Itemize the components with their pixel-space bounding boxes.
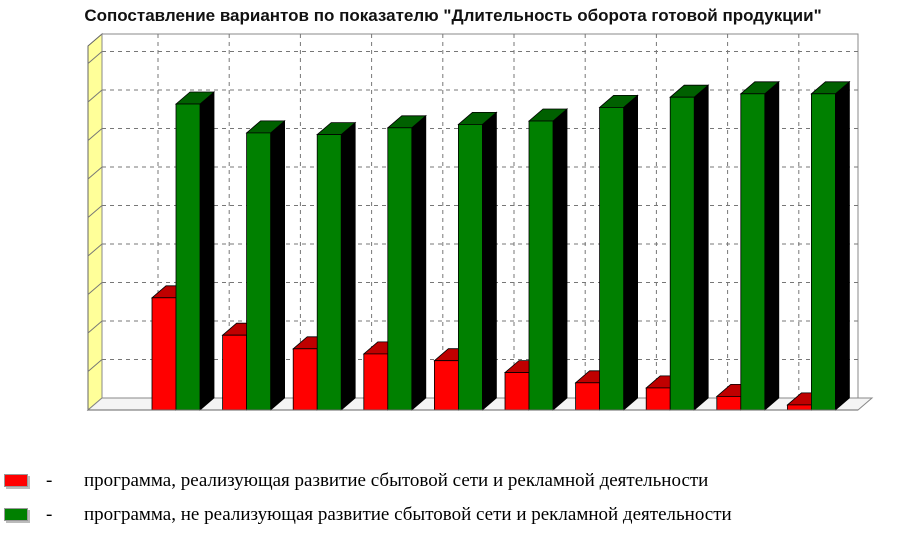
bar-1-0 (175, 103, 201, 411)
bar-side-1-6 (623, 94, 638, 411)
grid-line-side (87, 320, 103, 334)
bar-0-8 (716, 395, 742, 411)
bar-1-3 (387, 127, 413, 411)
bar-side-1-7 (693, 84, 709, 411)
legend-item-red: - программа, реализующая развитие сбытов… (0, 470, 906, 496)
bar-0-0 (151, 297, 177, 411)
legend-item-green: - программа, не реализующая развитие сбы… (0, 504, 906, 530)
chart-side-wall (87, 32, 103, 412)
grid-line-side (87, 51, 103, 64)
bar-0-4 (433, 360, 459, 411)
legend-dash: - (46, 504, 53, 525)
bar-1-4 (457, 124, 483, 411)
bar-1-2 (316, 134, 342, 411)
bar-1-5 (528, 120, 554, 411)
bar-0-5 (504, 372, 530, 411)
grid-line-side (87, 243, 103, 257)
bar-0-3 (363, 353, 389, 411)
bar-0-9 (787, 404, 812, 411)
grid-line-side (87, 282, 103, 295)
legend-label: программа, не реализующая развитие сбыто… (84, 504, 732, 525)
bar-side-1-1 (270, 120, 286, 411)
chart-title: Сопоставление вариантов по показателю "Д… (84, 6, 822, 25)
legend-swatch-green (4, 508, 28, 521)
grid-line-side (87, 359, 103, 372)
bar-1-7 (669, 96, 695, 411)
bar-0-7 (645, 387, 671, 411)
bar-side-1-8 (764, 80, 780, 411)
legend-label: программа, реализующая развитие сбытовой… (84, 470, 709, 491)
legend-swatch-red (4, 474, 28, 487)
bar-side-1-9 (835, 80, 850, 411)
legend-dash: - (46, 470, 53, 491)
bar-1-8 (740, 93, 766, 411)
grid-line-side (87, 89, 103, 103)
bar-side-1-3 (411, 114, 427, 411)
bar-0-1 (222, 334, 248, 411)
grid-line-side (87, 128, 103, 141)
bar-1-1 (246, 132, 272, 411)
bar-0-6 (575, 382, 600, 411)
bar-side-1-0 (199, 91, 215, 411)
bar-1-6 (599, 107, 624, 411)
bar-side-1-5 (552, 108, 568, 411)
grid-line-side (87, 205, 103, 218)
grid-line-side (87, 166, 103, 180)
bar-0-2 (292, 348, 318, 411)
bar-1-9 (811, 93, 836, 411)
bar-side-1-2 (340, 121, 356, 411)
bar-side-1-4 (481, 111, 497, 411)
